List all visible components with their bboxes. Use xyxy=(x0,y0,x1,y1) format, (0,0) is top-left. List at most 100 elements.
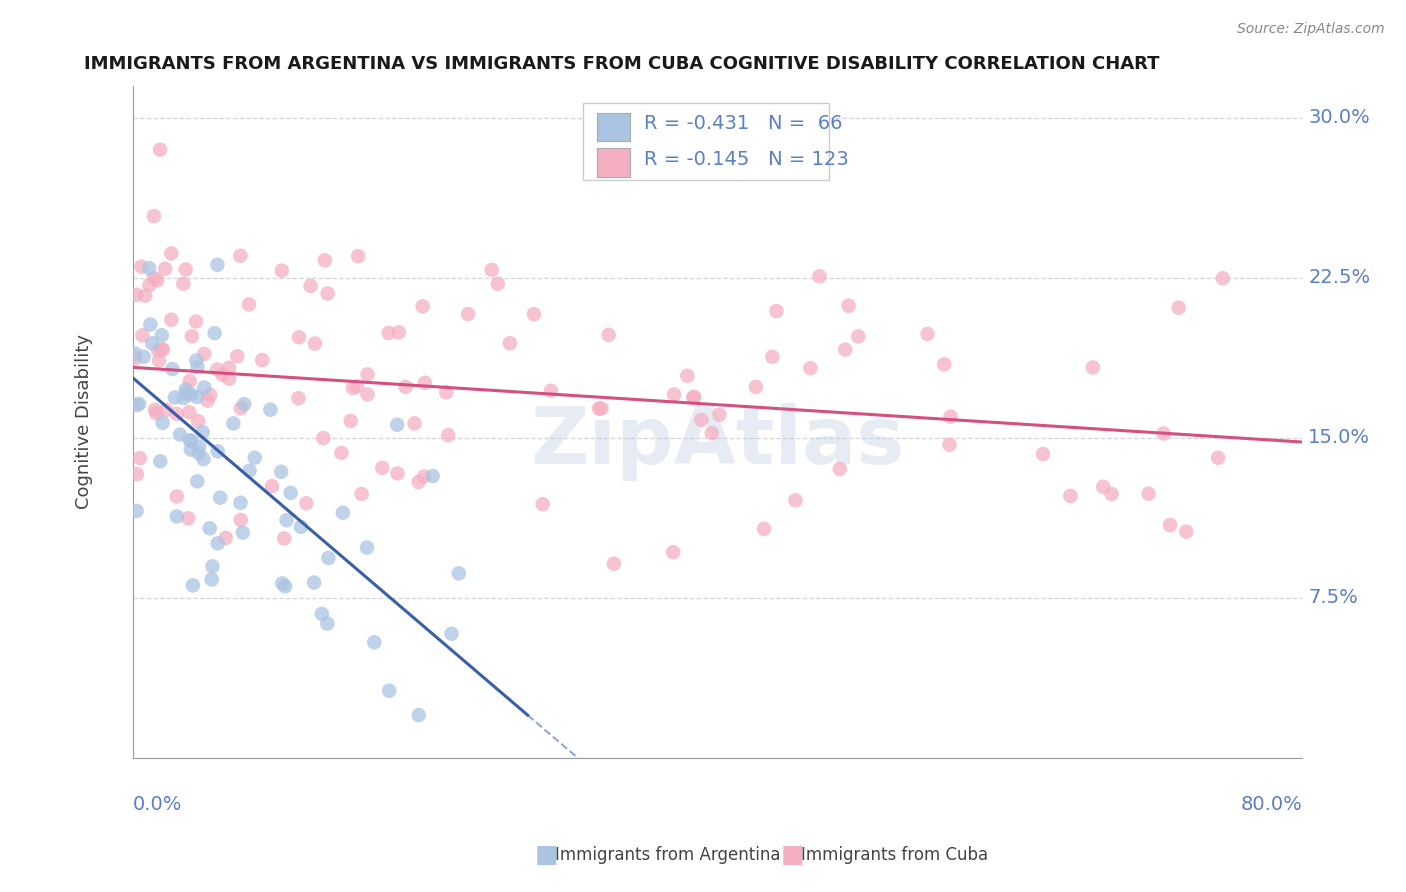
Point xyxy=(434,385,457,400)
Point xyxy=(682,391,704,405)
Point xyxy=(422,469,444,483)
Point xyxy=(690,413,713,427)
Text: 0.0%: 0.0% xyxy=(134,795,183,814)
Point xyxy=(218,371,240,385)
Point xyxy=(531,497,554,511)
Point xyxy=(243,450,266,465)
Point xyxy=(1206,450,1229,465)
Point xyxy=(232,525,254,540)
Point xyxy=(218,360,240,375)
FancyBboxPatch shape xyxy=(583,103,828,180)
Point xyxy=(128,397,150,411)
Point xyxy=(437,428,460,442)
Point xyxy=(201,559,224,574)
Point xyxy=(149,454,172,468)
Point xyxy=(188,446,211,460)
Point xyxy=(363,635,385,649)
Point xyxy=(207,536,229,550)
Point xyxy=(316,616,339,631)
Point xyxy=(186,390,208,404)
Point xyxy=(174,262,197,277)
Point xyxy=(589,401,612,416)
Point xyxy=(404,417,426,431)
Point xyxy=(523,307,546,321)
Point xyxy=(134,288,156,302)
Point xyxy=(193,452,215,467)
Point xyxy=(145,406,167,420)
Point xyxy=(229,249,252,263)
Point xyxy=(143,271,166,285)
Point xyxy=(179,405,201,419)
Point xyxy=(229,401,252,416)
Point xyxy=(187,414,209,428)
Point xyxy=(486,277,509,291)
Point xyxy=(440,626,463,640)
Text: 80.0%: 80.0% xyxy=(1240,795,1302,814)
Point xyxy=(143,402,166,417)
Point xyxy=(131,260,153,274)
Text: 7.5%: 7.5% xyxy=(1308,589,1358,607)
Point xyxy=(378,683,401,698)
Point xyxy=(394,380,416,394)
Point xyxy=(166,407,188,421)
Point xyxy=(125,467,148,482)
Point xyxy=(186,360,208,375)
Text: Source: ZipAtlas.com: Source: ZipAtlas.com xyxy=(1237,22,1385,37)
Point xyxy=(342,381,364,395)
Point xyxy=(174,383,197,397)
Point xyxy=(332,506,354,520)
Point xyxy=(377,326,399,340)
Point xyxy=(765,304,787,318)
Point xyxy=(163,391,186,405)
Point xyxy=(312,431,335,445)
Point xyxy=(799,361,821,376)
Point xyxy=(155,403,177,417)
Point xyxy=(138,278,160,293)
Point xyxy=(181,578,204,592)
Point xyxy=(1101,487,1123,501)
Text: 15.0%: 15.0% xyxy=(1308,428,1371,447)
Point xyxy=(146,343,169,358)
Point xyxy=(314,253,336,268)
Point xyxy=(385,417,408,432)
Point xyxy=(125,504,148,518)
Point xyxy=(160,246,183,260)
Point xyxy=(204,326,226,340)
Point xyxy=(125,287,148,301)
Point xyxy=(598,327,620,342)
Text: IMMIGRANTS FROM ARGENTINA VS IMMIGRANTS FROM CUBA COGNITIVE DISABILITY CORRELATI: IMMIGRANTS FROM ARGENTINA VS IMMIGRANTS … xyxy=(84,55,1160,73)
Point xyxy=(1032,447,1054,461)
Point xyxy=(808,269,831,284)
Point xyxy=(408,475,430,489)
Point xyxy=(131,328,153,343)
Point xyxy=(233,397,256,411)
Point xyxy=(676,368,699,383)
Point xyxy=(238,297,260,311)
Point xyxy=(683,390,706,404)
Point xyxy=(179,433,201,447)
Point xyxy=(339,414,361,428)
Text: Immigrants from Cuba: Immigrants from Cuba xyxy=(801,846,988,863)
Point xyxy=(662,545,685,559)
Point xyxy=(280,486,302,500)
Point xyxy=(709,408,731,422)
Point xyxy=(1153,426,1175,441)
Point xyxy=(588,401,610,416)
Point xyxy=(271,576,294,591)
Point xyxy=(288,330,311,344)
Point xyxy=(180,442,202,457)
Text: ■: ■ xyxy=(780,843,804,866)
Point xyxy=(139,318,162,332)
Text: ■: ■ xyxy=(534,843,558,866)
Point xyxy=(302,575,325,590)
Point xyxy=(412,299,434,313)
Point xyxy=(1212,271,1234,285)
Point xyxy=(287,391,309,405)
Text: Cognitive Disability: Cognitive Disability xyxy=(75,334,93,509)
Point xyxy=(226,349,249,363)
Point xyxy=(180,387,202,401)
Point xyxy=(211,368,233,382)
Point xyxy=(346,379,368,393)
Text: Immigrants from Argentina: Immigrants from Argentina xyxy=(555,846,780,863)
Point xyxy=(371,460,394,475)
